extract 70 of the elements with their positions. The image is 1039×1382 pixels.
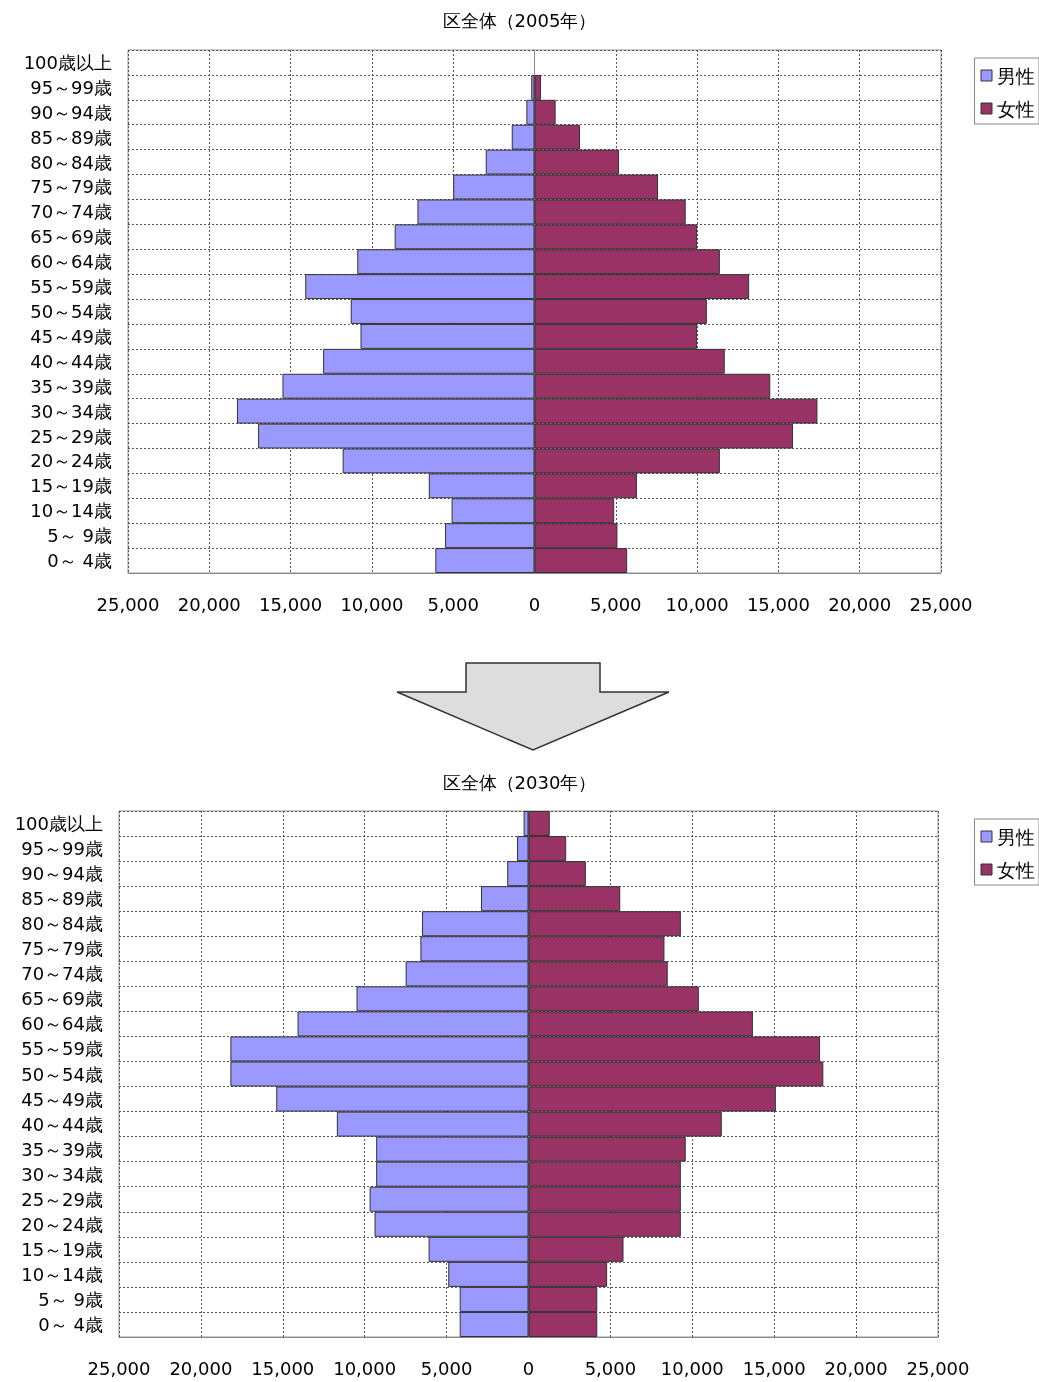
y-tick-label: 15～19歳	[30, 475, 112, 497]
y-tick-label: 80～84歳	[21, 913, 103, 935]
x-tick-label: 15,000	[259, 593, 323, 615]
x-tick-label: 10,000	[665, 593, 729, 615]
y-tick-label: 90～94歳	[21, 863, 103, 885]
y-tick-label: 75～79歳	[21, 938, 103, 960]
x-tick-label: 25,000	[909, 593, 973, 615]
y-tick-label: 45～49歳	[21, 1088, 103, 1110]
y-tick-label: 5～ 9歳	[47, 525, 112, 547]
legend-label: 女性	[997, 858, 1035, 881]
x-tick-label: 5,000	[590, 593, 642, 615]
y-tick-label: 60～64歳	[30, 251, 112, 273]
y-tick-label: 5～ 9歳	[38, 1288, 103, 1310]
y-tick-label: 0～ 4歳	[38, 1313, 103, 1335]
x-tick-label: 20,000	[824, 1357, 888, 1379]
y-tick-label: 60～64歳	[21, 1013, 103, 1035]
y-tick-label: 55～59歳	[30, 276, 112, 298]
y-tick-label: 90～94歳	[30, 101, 112, 123]
y-tick-label: 20～24歳	[21, 1213, 103, 1235]
y-tick-label: 35～39歳	[21, 1138, 103, 1160]
y-tick-label: 40～44歳	[30, 350, 112, 372]
y-tick-label: 65～69歳	[30, 226, 112, 248]
x-tick-label: 0	[522, 1357, 535, 1379]
x-tick-label: 20,000	[169, 1357, 233, 1379]
y-tick-label: 25～29歳	[21, 1188, 103, 1210]
x-tick-label: 10,000	[333, 1357, 397, 1379]
y-tick-label: 30～34歳	[21, 1163, 103, 1185]
y-tick-label: 25～29歳	[30, 425, 112, 447]
x-tick-label: 15,000	[251, 1357, 315, 1379]
y-tick-label: 95～99歳	[30, 76, 112, 98]
y-tick-label: 70～74歳	[21, 963, 103, 985]
y-tick-label: 65～69歳	[21, 988, 103, 1010]
x-tick-label: 25,000	[96, 593, 160, 615]
y-tick-label: 75～79歳	[30, 176, 112, 198]
x-tick-label: 20,000	[828, 593, 892, 615]
x-tick-label: 10,000	[340, 593, 404, 615]
y-tick-label: 80～84歳	[30, 151, 112, 173]
x-tick-label: 15,000	[746, 593, 810, 615]
y-tick-label: 10～14歳	[21, 1263, 103, 1285]
y-tick-label: 35～39歳	[30, 375, 112, 397]
legend-label: 男性	[997, 825, 1035, 848]
x-tick-label: 5,000	[420, 1357, 473, 1379]
y-tick-label: 50～54歳	[21, 1063, 103, 1085]
x-tick-label: 15,000	[742, 1357, 806, 1379]
x-tick-label: 5,000	[427, 593, 479, 615]
y-tick-label: 15～19歳	[21, 1238, 103, 1260]
x-tick-label: 20,000	[177, 593, 241, 615]
y-tick-label: 100歳以上	[14, 813, 103, 835]
y-tick-label: 0～ 4歳	[47, 550, 112, 572]
y-tick-label: 45～49歳	[30, 325, 112, 347]
chart-title: 区全体（2005年）	[442, 9, 597, 31]
x-tick-label: 25,000	[87, 1357, 151, 1379]
y-tick-label: 85～89歳	[30, 126, 112, 148]
x-tick-label: 5,000	[584, 1357, 637, 1379]
chart-title: 区全体（2030年）	[442, 771, 597, 793]
y-tick-label: 100歳以上	[23, 51, 112, 73]
y-tick-label: 85～89歳	[21, 888, 103, 910]
y-tick-label: 50～54歳	[30, 301, 112, 322]
legend-label: 女性	[997, 97, 1035, 120]
y-tick-label: 70～74歳	[30, 201, 112, 223]
y-tick-label: 95～99歳	[21, 838, 103, 860]
y-tick-label: 55～59歳	[21, 1038, 103, 1060]
y-tick-label: 30～34歳	[30, 400, 112, 422]
y-tick-label: 40～44歳	[21, 1113, 103, 1135]
y-tick-label: 20～24歳	[30, 450, 112, 472]
x-tick-label: 10,000	[660, 1357, 724, 1379]
x-tick-label: 0	[528, 593, 541, 615]
y-tick-label: 10～14歳	[30, 500, 112, 522]
x-tick-label: 25,000	[906, 1357, 970, 1379]
legend-label: 男性	[997, 64, 1035, 87]
